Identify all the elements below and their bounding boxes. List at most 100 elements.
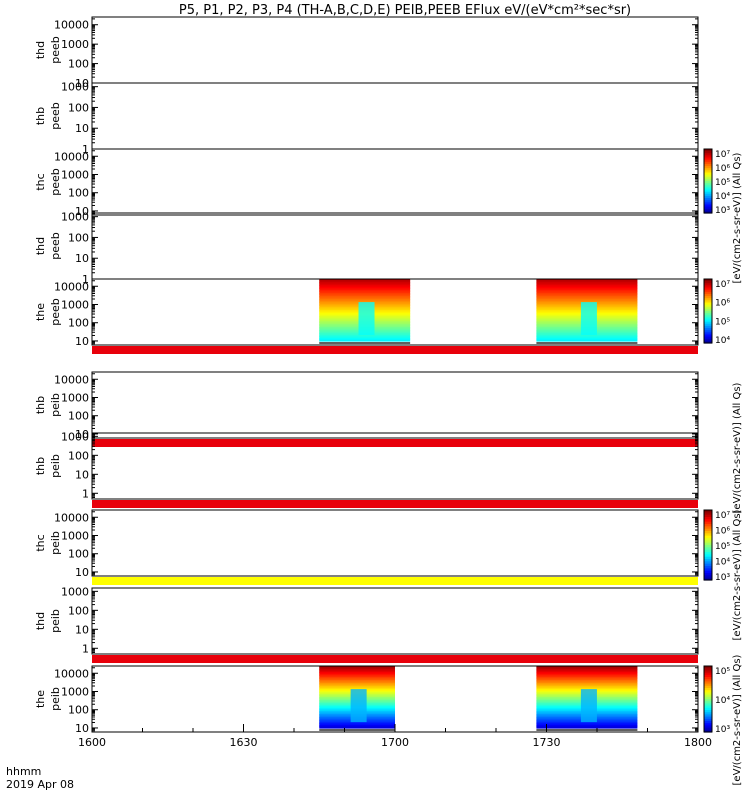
y-tick-label: 1000 bbox=[61, 430, 89, 443]
colorbar-tick-label: 10³ bbox=[715, 206, 730, 216]
y-tick-label: 10 bbox=[75, 335, 89, 348]
colorbar-segment bbox=[704, 699, 712, 702]
colorbar-segment bbox=[704, 540, 712, 544]
band-row bbox=[536, 292, 638, 296]
colorbar-segment bbox=[704, 319, 712, 323]
band-row bbox=[319, 334, 411, 337]
band-row bbox=[536, 334, 638, 337]
colorbar-segment bbox=[704, 712, 712, 715]
y-tick-label: 100 bbox=[68, 187, 89, 200]
colorbar-segment bbox=[704, 563, 712, 567]
colorbar-label: [eV/(cm2-s-sr-eV)] (All Qs) bbox=[732, 654, 743, 785]
band-row bbox=[536, 289, 638, 292]
colorbar-segment bbox=[704, 185, 712, 188]
y-tick-label: 1000 bbox=[61, 211, 89, 224]
colorbar-segment bbox=[704, 533, 712, 537]
panel-product-label: peib bbox=[49, 531, 62, 555]
y-tick-label: 10000 bbox=[54, 280, 89, 293]
colorbar-segment bbox=[704, 714, 712, 718]
y-tick-label: 1000 bbox=[61, 585, 89, 598]
panel-probe-label: thd bbox=[34, 612, 47, 630]
colorbar-segment bbox=[704, 204, 712, 208]
colorbar-tick-label: 10⁵ bbox=[715, 317, 730, 327]
colorbar-segment bbox=[704, 338, 712, 342]
panel-probe-label: thc bbox=[34, 534, 47, 551]
colorbar-segment bbox=[704, 685, 712, 689]
colorbar-segment bbox=[704, 528, 712, 532]
panel-probe-label: thd bbox=[34, 41, 47, 59]
y-tick-label: 10 bbox=[75, 428, 89, 441]
colorbar-segment bbox=[704, 681, 712, 685]
colorbar-segment bbox=[704, 298, 712, 301]
band-row bbox=[536, 666, 638, 669]
y-tick-label: 1000 bbox=[61, 391, 89, 404]
colorbar-segment bbox=[704, 334, 712, 338]
panel-9: 1 10 100 1000 thd peib bbox=[34, 585, 699, 663]
band-dip bbox=[580, 689, 597, 723]
spectrogram-band-1 bbox=[319, 666, 395, 731]
colorbar-segment bbox=[704, 707, 712, 711]
panel-frame bbox=[91, 587, 699, 655]
panel-frame bbox=[91, 432, 699, 500]
y-tick-label: 1000 bbox=[61, 298, 89, 311]
panel-probe-label: thd bbox=[34, 237, 47, 255]
colorbar-segment bbox=[704, 198, 712, 201]
colorbar-segment bbox=[704, 166, 712, 169]
colorbar-3: 10³ 10⁴ 10⁵ 10⁶ 10⁷ [eV/(cm2-s-sr-eV)] (All Q… bbox=[703, 509, 743, 640]
colorbar-segment bbox=[704, 161, 712, 165]
colorbar-segment bbox=[704, 703, 712, 707]
y-tick-label: 100 bbox=[68, 58, 89, 71]
panel-stripe bbox=[92, 439, 698, 447]
y-tick-label: 10000 bbox=[54, 667, 89, 680]
y-tick-label: 100 bbox=[68, 548, 89, 561]
band-row bbox=[319, 673, 395, 676]
colorbar-tick-label: 10⁴ bbox=[715, 336, 730, 346]
colorbar-tick-label: 10⁷ bbox=[715, 150, 730, 160]
colorbar-segment bbox=[704, 670, 712, 674]
colorbar-segment bbox=[704, 159, 712, 163]
colorbar-segment bbox=[704, 279, 712, 282]
colorbar-segment bbox=[704, 545, 712, 548]
colorbar-segment bbox=[704, 568, 712, 572]
y-tick-label: 1000 bbox=[61, 38, 89, 51]
colorbar-segment bbox=[704, 718, 712, 722]
band-row bbox=[536, 282, 638, 285]
band-row bbox=[536, 675, 638, 678]
colorbar-segment bbox=[704, 705, 712, 709]
colorbar-tick-label: 10⁵ bbox=[715, 542, 730, 552]
panel-probe-label: thb bbox=[34, 396, 47, 414]
y-tick-label: 10 bbox=[75, 623, 89, 636]
colorbar-segment bbox=[704, 181, 712, 184]
y-tick-label: 10 bbox=[75, 468, 89, 481]
band-row bbox=[536, 676, 638, 679]
y-tick-label: 10 bbox=[75, 205, 89, 218]
panel-stripe bbox=[92, 500, 698, 508]
panel-stripe bbox=[92, 655, 698, 663]
colorbar-segment bbox=[704, 519, 712, 523]
band-row bbox=[319, 676, 395, 679]
y-tick-label: 1000 bbox=[61, 685, 89, 698]
colorbar-segment bbox=[704, 315, 712, 318]
colorbar-segment bbox=[704, 281, 712, 284]
colorbar-segment bbox=[704, 524, 712, 527]
band-row bbox=[319, 297, 411, 300]
colorbar-segment bbox=[704, 325, 712, 329]
y-tick-label: 100 bbox=[68, 410, 89, 423]
band-row bbox=[536, 673, 638, 676]
band-dip bbox=[358, 302, 375, 336]
colorbar-segment bbox=[704, 688, 712, 691]
y-tick-label: 1 bbox=[82, 273, 89, 286]
colorbar-segment bbox=[704, 191, 712, 195]
panel-product-label: peib bbox=[49, 393, 62, 417]
plot-title: P5, P1, P2, P3, P4 (TH-A,B,C,D,E) PEIB,P… bbox=[179, 3, 631, 18]
colorbar-segment bbox=[704, 187, 712, 191]
panel-probe-label: thb bbox=[34, 457, 47, 475]
colorbar-segment bbox=[704, 696, 712, 700]
colorbar-segment bbox=[704, 306, 712, 310]
y-tick-label: 1 bbox=[82, 487, 89, 500]
colorbar-segment bbox=[704, 163, 712, 167]
colorbar-segment bbox=[704, 323, 712, 327]
colorbar-segment bbox=[704, 302, 712, 306]
band-row bbox=[319, 279, 411, 282]
band-row bbox=[536, 683, 638, 686]
